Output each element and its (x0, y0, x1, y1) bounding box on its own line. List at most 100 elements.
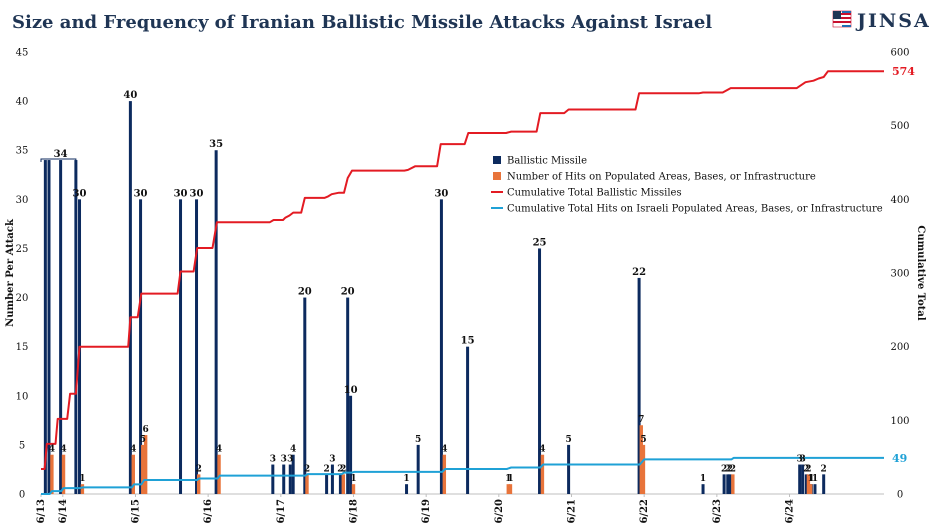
hits-data-label: 5 (140, 435, 146, 445)
hits-data-label: 5 (640, 435, 646, 445)
y-left-tick-label: 0 (19, 490, 25, 501)
ballistic-missile-bar (439, 199, 443, 495)
hits-bar (731, 474, 735, 494)
y-left-tick-label: 10 (16, 391, 29, 402)
hits-bar (351, 484, 356, 494)
x-tick-label: 6/20 (494, 499, 505, 524)
ballistic-missile-data-label: 3 (329, 455, 335, 465)
y-left-tick-label: 20 (16, 293, 29, 304)
y-left-tick-label: 30 (16, 195, 29, 206)
hits-data-label: 2 (196, 464, 202, 474)
ballistic-missile-data-label: 2 (803, 464, 809, 474)
y-left-axis-title: Number Per Attack (5, 218, 16, 327)
ballistic-missile-bar (798, 464, 802, 494)
ballistic-missile-bar (195, 199, 199, 495)
chart-title: Size and Frequency of Iranian Ballistic … (12, 12, 712, 33)
ballistic-missile-bar (74, 160, 78, 495)
ballistic-missile-bar (726, 474, 730, 494)
ballistic-missile-bar (346, 297, 350, 494)
hits-bar (341, 474, 346, 494)
hits-data-label: 2 (340, 464, 346, 474)
ballistic-missile-data-label: 30 (190, 188, 204, 199)
hits-bar (80, 484, 85, 494)
hits-bar (806, 474, 811, 494)
cumulative-missiles-end-label: 574 (892, 65, 915, 78)
ballistic-missile-bar (567, 444, 571, 494)
ballistic-missile-bar (338, 474, 342, 494)
ballistic-missile-data-label: 1 (808, 474, 814, 484)
ballistic-missile-bar (804, 474, 808, 494)
ballistic-missile-bar (47, 160, 51, 495)
y-right-tick-label: 400 (890, 195, 909, 206)
y-right-tick-label: 0 (897, 490, 903, 501)
ballistic-missile-data-label: 3 (270, 455, 276, 465)
legend-entry: Number of Hits on Populated Areas, Bases… (507, 172, 816, 183)
hits-data-label: 4 (216, 445, 222, 455)
y-left-tick-label: 40 (16, 97, 29, 108)
ballistic-missile-data-label: 35 (209, 139, 223, 150)
ballistic-missile-data-label: 2 (337, 464, 343, 474)
x-tick-label: 6/16 (203, 499, 214, 524)
ballistic-missile-data-label: 40 (123, 90, 137, 101)
x-tick-label: 6/17 (276, 499, 287, 524)
y-left-tick-label: 25 (16, 244, 29, 255)
ballistic-missile-data-label: 30 (73, 188, 87, 199)
ballistic-missile-bar (291, 454, 295, 494)
ballistic-missile-bar (728, 474, 732, 494)
hits-data-label: 2 (805, 464, 811, 474)
ballistic-missile-data-label: 2 (725, 464, 731, 474)
hits-data-label: 4 (60, 445, 66, 455)
ballistic-missile-data-label: 30 (174, 188, 188, 199)
ballistic-missile-bar (325, 474, 329, 494)
ballistic-missile-data-label: 15 (461, 336, 475, 347)
ballistic-missile-bar (288, 464, 292, 494)
ballistic-missile-bar (822, 474, 826, 494)
ballistic-missile-bar (43, 160, 47, 495)
ballistic-missile-bar (813, 484, 817, 494)
ballistic-missile-data-label: 22 (632, 267, 646, 278)
ballistic-missile-data-label: 5 (415, 435, 421, 445)
ballistic-missile-bar (349, 395, 353, 494)
hits-bar (540, 454, 545, 494)
ballistic-missile-bar (214, 150, 218, 494)
flag-icon (832, 10, 852, 28)
hits-bar (506, 484, 510, 494)
hits-bar (808, 484, 813, 494)
hits-data-label: 1 (807, 474, 813, 484)
hits-bar (641, 444, 646, 494)
hits-data-label: 2 (730, 464, 736, 474)
logo-text: JINSA (855, 10, 931, 32)
y-right-tick-label: 100 (890, 416, 909, 427)
hits-data-label: 1 (507, 474, 513, 484)
ballistic-missile-bar (416, 444, 420, 494)
legend-entry: Ballistic Missile (507, 156, 587, 167)
x-tick-label: 6/14 (58, 499, 69, 524)
legend: Ballistic Missile Number of Hits on Popul… (491, 156, 883, 215)
x-tick-label: 6/21 (567, 499, 578, 524)
ballistic-missile-data-label: 2 (727, 464, 733, 474)
hits-bar (217, 454, 221, 494)
legend-swatch (493, 156, 501, 164)
hits-bar (508, 484, 513, 494)
hits-bar (196, 474, 201, 494)
hits-data-label: 4 (49, 445, 55, 455)
ballistic-missile-data-label: 30 (434, 188, 448, 199)
hits-data-label: 2 (304, 464, 310, 474)
hits-bar (143, 435, 148, 494)
ballistic-missile-data-label: 25 (533, 237, 547, 248)
legend-entry: Cumulative Total Ballistic Missiles (507, 188, 682, 199)
hits-bar (141, 444, 145, 494)
series-ballistic-missile (43, 101, 826, 495)
legend-swatch (493, 172, 501, 180)
y-right-axis-title: Cumulative Total (915, 225, 926, 320)
ballistic-missile-bar (271, 464, 275, 494)
y-left-tick-label: 5 (19, 440, 25, 451)
ballistic-missile-data-label: 3 (287, 455, 293, 465)
ballistic-missile-bar (637, 277, 641, 494)
jinsa-logo: JINSA (832, 10, 931, 32)
ballistic-missile-bar (405, 484, 409, 494)
hits-data-label: 1 (350, 474, 356, 484)
hits-bar (442, 454, 447, 494)
